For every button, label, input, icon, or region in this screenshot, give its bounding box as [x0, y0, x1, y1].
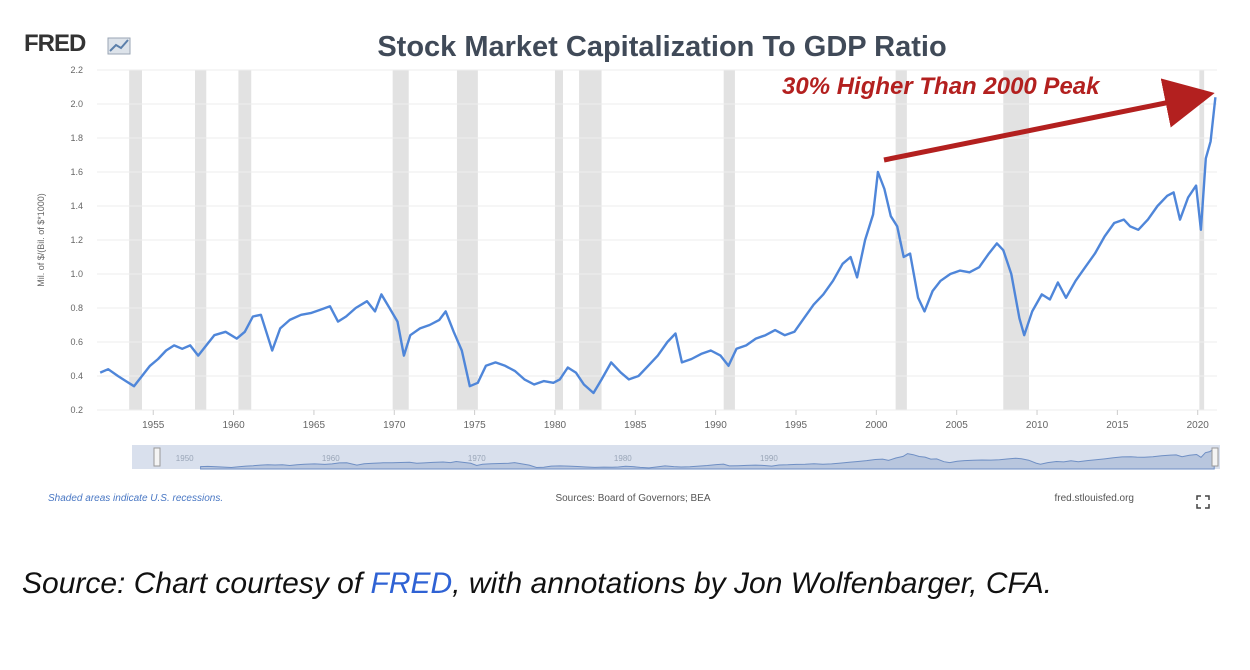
footer-sources: Sources: Board of Governors; BEA	[555, 493, 710, 504]
caption: Source: Chart courtesy of FRED, with ann…	[22, 558, 1222, 610]
y-tick-label: 0.8	[70, 303, 83, 313]
y-tick-label: 1.6	[70, 167, 83, 177]
chart-svg: FRED Stock Market Capitalization To GDP …	[24, 30, 1220, 509]
footer-link[interactable]: fred.stlouisfed.org	[1055, 493, 1135, 504]
y-axis-label: Mil. of $/(Bil. of $*1000)	[36, 193, 46, 287]
navigator[interactable]: 1950 1960 1970 1980 1990	[132, 445, 1220, 470]
fred-chart-icon	[107, 37, 131, 55]
x-tick-label: 1955	[142, 420, 165, 431]
x-tick-label: 1995	[785, 420, 808, 431]
chart-title: Stock Market Capitalization To GDP Ratio	[377, 31, 946, 63]
annotation-text: 30% Higher Than 2000 Peak	[782, 73, 1101, 100]
footer-recession-note: Shaded areas indicate U.S. recessions.	[48, 493, 223, 504]
grid-layer	[97, 69, 1217, 415]
x-tick-label: 2000	[865, 420, 888, 431]
x-tick-labels: 1955 1960 1965 1970 1975 1980 1985 1990 1995 2000…	[142, 420, 1209, 431]
x-tick-label: 2020	[1187, 420, 1210, 431]
x-tick-label: 1960	[222, 420, 245, 431]
navigator-handle-left[interactable]	[153, 447, 161, 467]
x-tick-label: 1985	[624, 420, 647, 431]
y-tick-labels: 0.2 0.4 0.6 0.8 1.0 1.2 1.4 1.6 1.8 2.0 2.2	[70, 65, 83, 415]
navigator-tick-label: 1950	[176, 454, 194, 463]
fred-logo-text: FRED	[24, 30, 86, 57]
x-tick-label: 2015	[1106, 420, 1129, 431]
caption-suffix: , with annotations by Jon Wolfenbarger, …	[452, 567, 1052, 600]
annotation-arrow	[883, 78, 1215, 163]
y-tick-label: 1.4	[70, 201, 83, 211]
caption-prefix: Source: Chart courtesy of	[22, 567, 371, 600]
y-tick-label: 0.4	[70, 371, 83, 381]
series-line	[99, 97, 1217, 395]
x-tick-label: 2005	[946, 420, 969, 431]
navigator-tick-label: 1970	[468, 454, 486, 463]
x-tick-label: 1990	[705, 420, 728, 431]
caption-fred-link[interactable]: FRED	[370, 567, 453, 600]
x-tick-label: 1975	[463, 420, 486, 431]
y-tick-label: 2.0	[70, 99, 83, 109]
y-tick-label: 1.0	[70, 269, 83, 279]
navigator-handle-right[interactable]	[1211, 447, 1219, 467]
y-tick-label: 0.6	[70, 337, 83, 347]
navigator-tick-label: 1990	[760, 454, 778, 463]
navigator-tick-label: 1980	[614, 454, 632, 463]
y-tick-label: 0.2	[70, 405, 83, 415]
chart-panel: FRED Stock Market Capitalization To GDP …	[22, 14, 1230, 510]
x-tick-label: 1965	[303, 420, 326, 431]
navigator-series	[200, 447, 1215, 470]
x-tick-label: 1980	[544, 420, 567, 431]
x-tick-label: 2010	[1026, 420, 1049, 431]
y-tick-label: 2.2	[70, 65, 83, 75]
y-tick-label: 1.2	[70, 235, 83, 245]
fullscreen-icon[interactable]	[1196, 495, 1210, 509]
fred-logo[interactable]: FRED	[24, 30, 131, 57]
navigator-tick-labels: 1950 1960 1970 1980 1990	[176, 454, 779, 463]
y-tick-label: 1.8	[70, 133, 83, 143]
x-tick-label: 1970	[383, 420, 406, 431]
navigator-tick-label: 1960	[322, 454, 340, 463]
